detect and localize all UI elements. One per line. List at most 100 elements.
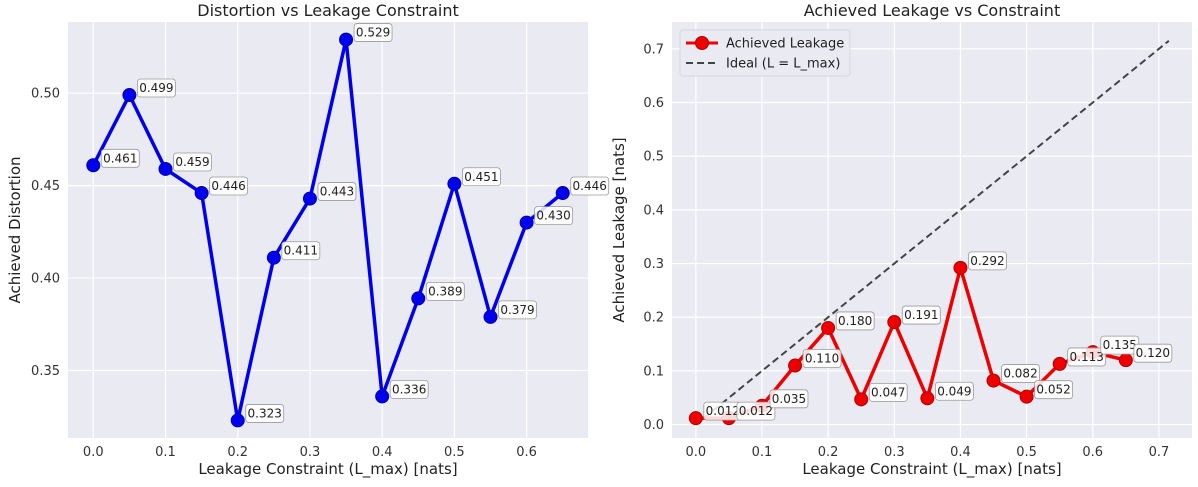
data-label: 0.110 (802, 349, 842, 368)
data-point (339, 32, 354, 47)
data-label: 0.049 (934, 381, 974, 401)
data-point (788, 358, 803, 373)
x-tick-label: 0.5 (444, 445, 465, 460)
data-label-box (173, 152, 212, 172)
ideal-reference-line (695, 40, 1170, 426)
y-tick-label: 0.50 (31, 87, 60, 102)
data-label-box (934, 381, 974, 401)
data-point (447, 176, 462, 191)
data-label: 0.446 (209, 176, 249, 196)
data-point (194, 186, 209, 201)
x-tick-label: 0.4 (950, 445, 971, 460)
data-label: 0.336 (389, 379, 429, 399)
data-label-box (769, 389, 809, 409)
data-label-box (209, 176, 249, 196)
data-point (953, 260, 968, 275)
data-label-text: 0.411 (284, 244, 318, 258)
data-label-box (868, 382, 908, 402)
data-label: 0.180 (835, 311, 875, 331)
legend-box (679, 29, 851, 77)
data-label: 0.120 (1133, 343, 1173, 363)
data-label-text: 0.012 (706, 404, 740, 418)
data-label: 0.459 (173, 152, 212, 172)
y-tick-label: 0.0 (643, 418, 664, 433)
x-tick-label: 0.1 (752, 445, 773, 460)
data-point (1019, 389, 1034, 404)
tick-labels: 0.0 0.1 0.2 0.3 0.4 0.5 0.6 0.7 0.0 0.1 0.2 0.3 0.4 0… (643, 42, 1169, 460)
data-label-box (534, 206, 574, 226)
data-label-text: 0.110 (805, 352, 839, 366)
data-label: 0.379 (498, 300, 537, 320)
data-label: 0.292 (968, 251, 1007, 271)
data-label: 0.012 (736, 401, 776, 421)
data-label: 0.430 (534, 206, 574, 226)
data-label-text: 0.389 (428, 284, 462, 298)
series-layer: 0.0120.0120.0350.1100.1800.0470.1910.049… (688, 40, 1173, 426)
x-tick-label: 0.3 (884, 445, 905, 460)
y-tick-label: 0.35 (31, 364, 60, 379)
data-label-box (136, 78, 176, 98)
data-label-text: 0.035 (772, 392, 806, 406)
data-label-text: 0.113 (1070, 350, 1104, 364)
data-label: 0.451 (461, 167, 501, 187)
data-label-text: 0.529 (356, 26, 390, 40)
data-label-box (353, 23, 393, 42)
data-label-box (498, 300, 537, 320)
y-tick-label: 0.4 (643, 203, 664, 218)
chart-title: Achieved Leakage vs Constraint (804, 1, 1060, 20)
data-label: 0.191 (901, 305, 941, 325)
data-label-box (1034, 380, 1074, 400)
data-point (230, 413, 245, 428)
data-label: 0.052 (1034, 380, 1074, 400)
data-label: 0.446 (570, 176, 610, 196)
data-label-text: 0.430 (536, 209, 570, 223)
data-label: 0.443 (317, 182, 357, 201)
y-tick-label: 0.7 (643, 42, 664, 57)
legend-label-achieved: Achieved Leakage (726, 37, 844, 52)
data-label-text: 0.323 (248, 406, 282, 420)
data-label-box (968, 251, 1007, 271)
data-label: 0.135 (1100, 335, 1140, 355)
data-point (519, 215, 534, 230)
y-tick-label: 0.1 (643, 364, 664, 379)
data-label-box (389, 379, 429, 399)
data-label-box (245, 404, 285, 423)
data-label-text: 0.049 (937, 384, 971, 398)
x-tick-label: 0.0 (685, 445, 706, 460)
data-label-box (901, 305, 941, 325)
data-label-box (835, 311, 875, 331)
data-label-box (100, 148, 140, 168)
x-tick-label: 0.7 (1149, 445, 1170, 460)
data-label-text: 0.499 (139, 81, 173, 95)
series-line (695, 266, 1127, 420)
x-tick-label: 0.1 (155, 445, 176, 460)
data-label-text: 0.135 (1103, 338, 1137, 352)
data-label-box (425, 282, 465, 301)
data-label-text: 0.459 (175, 155, 209, 169)
data-label: 0.499 (136, 78, 176, 98)
x-axis-label: Leakage Constraint (L_max) [nats] (802, 460, 1061, 479)
data-label: 0.529 (353, 23, 393, 42)
data-point (483, 309, 498, 324)
data-label-box (736, 401, 776, 421)
data-label: 0.461 (100, 148, 140, 168)
series-line (91, 37, 564, 423)
chart-title: Distortion vs Leakage Constraint (197, 1, 458, 20)
data-point (821, 320, 836, 335)
data-label-box (461, 167, 501, 187)
x-tick-label: 0.2 (227, 445, 248, 460)
data-point (86, 158, 101, 173)
y-tick-label: 0.6 (643, 96, 664, 111)
data-point (986, 373, 1001, 388)
data-label-text: 0.336 (392, 382, 426, 396)
y-tick-label: 0.2 (643, 311, 664, 326)
data-label: 0.082 (1001, 364, 1040, 383)
data-point (555, 186, 570, 201)
data-point (854, 392, 869, 407)
data-label-text: 0.292 (970, 254, 1004, 268)
y-tick-label: 0.40 (31, 272, 60, 287)
data-point (887, 315, 902, 330)
data-point (375, 389, 390, 404)
data-point (411, 291, 426, 306)
